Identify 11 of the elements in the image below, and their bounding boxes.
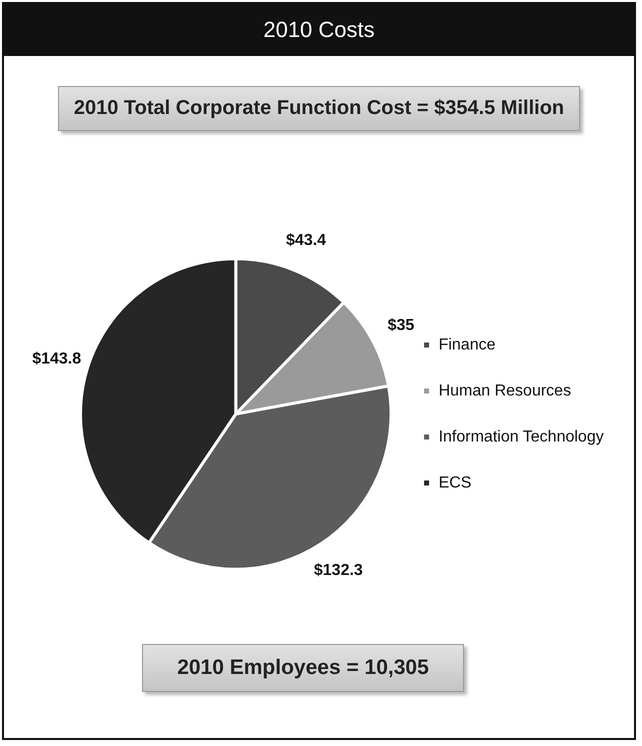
legend-label: ECS bbox=[438, 474, 472, 492]
data-label: $43.4 bbox=[286, 232, 326, 249]
data-label: $132.3 bbox=[314, 562, 363, 580]
chart-title: 2010 Costs bbox=[4, 4, 634, 56]
legend-label: Finance bbox=[438, 336, 496, 354]
data-label: $143.8 bbox=[32, 350, 82, 368]
chart-subtitle: 2010 Total Corporate Function Cost = $354.5 Million bbox=[58, 86, 580, 131]
text: 2010 Employees = 10,305 bbox=[142, 644, 464, 692]
legend-label: Human Resources bbox=[438, 382, 572, 400]
legend-label: Information Technology bbox=[438, 428, 604, 446]
data-label: $35 bbox=[388, 317, 414, 334]
